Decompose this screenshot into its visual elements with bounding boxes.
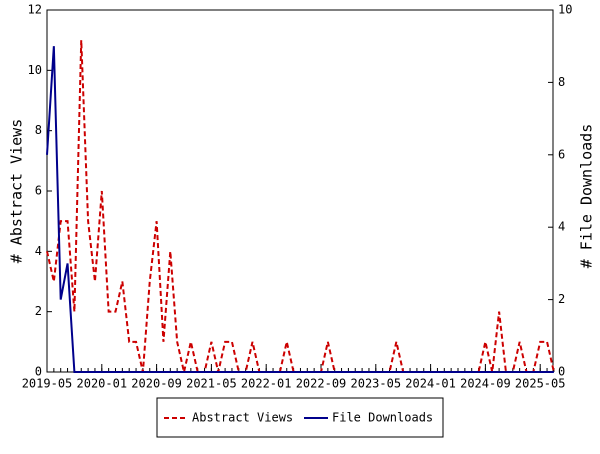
x-tick-label: 2021-05 — [186, 377, 237, 391]
series-line — [46, 46, 554, 373]
y-tick-label: 2 — [35, 304, 42, 318]
x-tick-label: 2022-01 — [241, 377, 292, 391]
x-tick-label: 2022-09 — [296, 377, 347, 391]
x-tick-label: 2024-01 — [405, 377, 456, 391]
y-tick-label: 10 — [28, 63, 42, 77]
y2-tick-label: 4 — [558, 220, 565, 234]
x-tick-label: 2025-05 — [515, 377, 566, 391]
y-tick-label: 8 — [35, 123, 42, 137]
x-tick-label: 2024-09 — [460, 377, 511, 391]
y2-tick-label: 0 — [558, 365, 565, 379]
y-axis-label: # Abstract Views — [8, 119, 26, 264]
legend-label: Abstract Views — [192, 411, 293, 425]
plot-frame — [46, 9, 554, 373]
y2-tick-label: 8 — [558, 75, 565, 89]
x-tick-label: 2023-05 — [351, 377, 402, 391]
y-tick-label: 0 — [35, 365, 42, 379]
x-tick-label: 2020-01 — [77, 377, 128, 391]
y2-tick-label: 6 — [558, 147, 565, 161]
y-tick-label: 4 — [35, 244, 42, 258]
legend-label: File Downloads — [332, 411, 433, 425]
y-tick-label: 12 — [28, 3, 42, 17]
series-line — [46, 40, 555, 373]
y2-tick-label: 2 — [558, 292, 565, 306]
x-tick-label: 2019-05 — [22, 377, 73, 391]
x-tick-label: 2020-09 — [131, 377, 182, 391]
y2-tick-label: 10 — [558, 3, 572, 17]
y2-axis-label: # File Downloads — [578, 124, 596, 269]
legend — [156, 397, 444, 438]
y-tick-label: 6 — [35, 184, 42, 198]
